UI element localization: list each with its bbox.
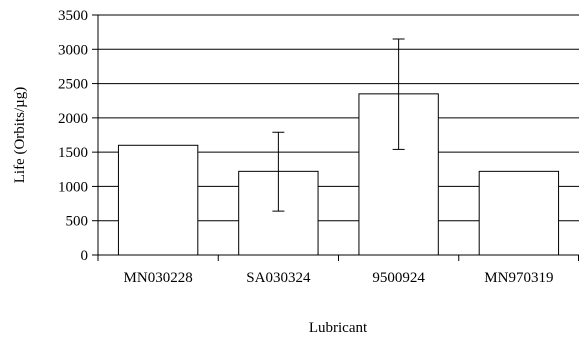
x-tick-labels: MN030228 SA030324 9500924 MN970319	[124, 270, 554, 286]
y-tick-label: 2500	[58, 77, 88, 93]
bar-mn030228	[117, 144, 199, 256]
y-tick-label: 1500	[58, 145, 88, 161]
y-tick-label: 500	[66, 214, 89, 230]
x-tick-label: SA030324	[246, 270, 311, 286]
x-axis-title: Lubricant	[309, 320, 368, 336]
y-tick-label: 2000	[58, 111, 88, 127]
x-tick-label: MN970319	[484, 270, 553, 286]
x-tick-label: 9500924	[372, 270, 425, 286]
y-axis-title: Life (Orbits/µg)	[12, 87, 28, 184]
error-bars	[272, 38, 405, 212]
y-tick-label: 3500	[58, 8, 88, 24]
y-tick-label: 3000	[58, 42, 88, 58]
y-tick-labels: 0 500 1000 1500 2000 2500 3000 3500	[58, 8, 88, 264]
y-tick-label: 1000	[58, 179, 88, 195]
x-tick-label: MN030228	[124, 270, 193, 286]
y-tick-label: 0	[81, 248, 89, 264]
bar-mn970319	[478, 170, 560, 256]
